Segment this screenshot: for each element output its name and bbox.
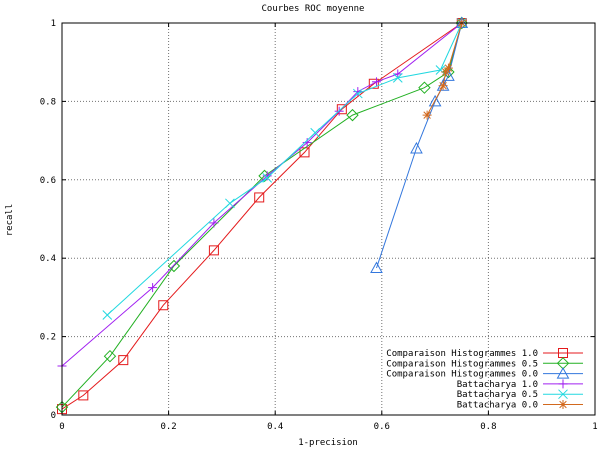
triangle-marker bbox=[556, 367, 570, 379]
plus-marker bbox=[393, 69, 403, 79]
plus-marker bbox=[558, 379, 568, 389]
square-marker bbox=[254, 192, 265, 203]
legend-entry: Battacharya 1.0 bbox=[457, 379, 583, 390]
series-line bbox=[106, 22, 463, 316]
x-tick-label: 0 bbox=[59, 422, 64, 432]
plus-marker bbox=[209, 218, 219, 228]
series-6 bbox=[422, 18, 467, 120]
diamond-marker bbox=[346, 108, 359, 122]
plus-marker bbox=[371, 77, 381, 87]
series-line bbox=[61, 22, 463, 410]
y-tick-label: 0.2 bbox=[40, 333, 56, 343]
legend-entry: Battacharya 0.5 bbox=[457, 389, 583, 400]
legend-label: Comparaison Histogrammes 1.0 bbox=[386, 349, 538, 359]
x-axis-label: 1-precision bbox=[298, 438, 358, 448]
triangle-marker bbox=[428, 94, 442, 107]
cross-marker bbox=[392, 73, 403, 83]
y-axis-label: recall bbox=[5, 204, 15, 237]
triangle-marker bbox=[410, 141, 423, 154]
diamond-marker bbox=[258, 169, 271, 183]
legend-label: Battacharya 0.0 bbox=[457, 401, 538, 411]
x-tick-label: 0.8 bbox=[480, 422, 496, 432]
diamond-marker bbox=[167, 259, 181, 273]
y-tick-label: 0.6 bbox=[40, 176, 56, 186]
legend-entry: Battacharya 0.0 bbox=[457, 400, 583, 411]
legend-label: Battacharya 1.0 bbox=[457, 380, 538, 390]
cross-marker bbox=[310, 127, 321, 138]
legend-entry: Comparaison Histogrammes 0.5 bbox=[386, 357, 583, 370]
star-marker bbox=[443, 63, 453, 73]
y-tick-label: 0 bbox=[51, 411, 56, 421]
cross-marker bbox=[435, 65, 446, 75]
cross-marker bbox=[262, 172, 273, 183]
diamond-marker bbox=[442, 65, 455, 79]
legend-entry: Comparaison Histogrammes 0.0 bbox=[386, 367, 583, 380]
triangle-marker bbox=[370, 261, 383, 273]
series-5 bbox=[102, 18, 467, 320]
plus-marker bbox=[353, 87, 363, 97]
plot-frame bbox=[61, 22, 596, 416]
legend-label: Comparaison Histogrammes 0.5 bbox=[386, 359, 538, 369]
star-marker bbox=[558, 400, 568, 409]
plus-marker bbox=[262, 171, 272, 181]
x-tick-label: 1 bbox=[592, 422, 597, 432]
tick-labels: 0 0.2 0.4 0.6 0.8 1 0 0.2 0.4 0.6 0.8 1 bbox=[40, 19, 598, 432]
x-tick-label: 0.4 bbox=[267, 422, 283, 432]
y-tick-label: 0.8 bbox=[40, 97, 56, 107]
series-line bbox=[376, 22, 463, 269]
diamond-marker bbox=[418, 81, 431, 94]
square-marker bbox=[118, 355, 129, 366]
cross-marker bbox=[352, 88, 363, 99]
square-marker bbox=[336, 104, 347, 115]
legend: Comparaison Histogrammes 1.0Comparaison … bbox=[386, 348, 583, 411]
diamond-marker bbox=[103, 349, 117, 363]
legend-entry: Comparaison Histogrammes 1.0 bbox=[386, 348, 583, 359]
square-marker bbox=[158, 300, 169, 311]
star-marker bbox=[422, 110, 432, 120]
cross-marker bbox=[558, 389, 568, 400]
diamond-marker bbox=[455, 16, 468, 30]
square-marker bbox=[78, 390, 89, 401]
y-tick-label: 1 bbox=[51, 19, 56, 29]
square-marker bbox=[208, 245, 219, 256]
cross-marker bbox=[225, 198, 235, 209]
legend-label: Comparaison Histogrammes 0.0 bbox=[386, 370, 538, 380]
square-marker bbox=[368, 78, 379, 89]
legend-label: Battacharya 0.5 bbox=[457, 390, 538, 400]
chart-title: Courbes ROC moyenne bbox=[262, 4, 365, 14]
series-line bbox=[61, 22, 463, 367]
star-marker bbox=[438, 81, 448, 91]
x-tick-label: 0.2 bbox=[160, 422, 176, 432]
plus-marker bbox=[148, 283, 158, 293]
cross-marker bbox=[102, 310, 113, 320]
y-tick-label: 0.4 bbox=[40, 254, 56, 264]
x-tick-label: 0.6 bbox=[374, 422, 390, 432]
